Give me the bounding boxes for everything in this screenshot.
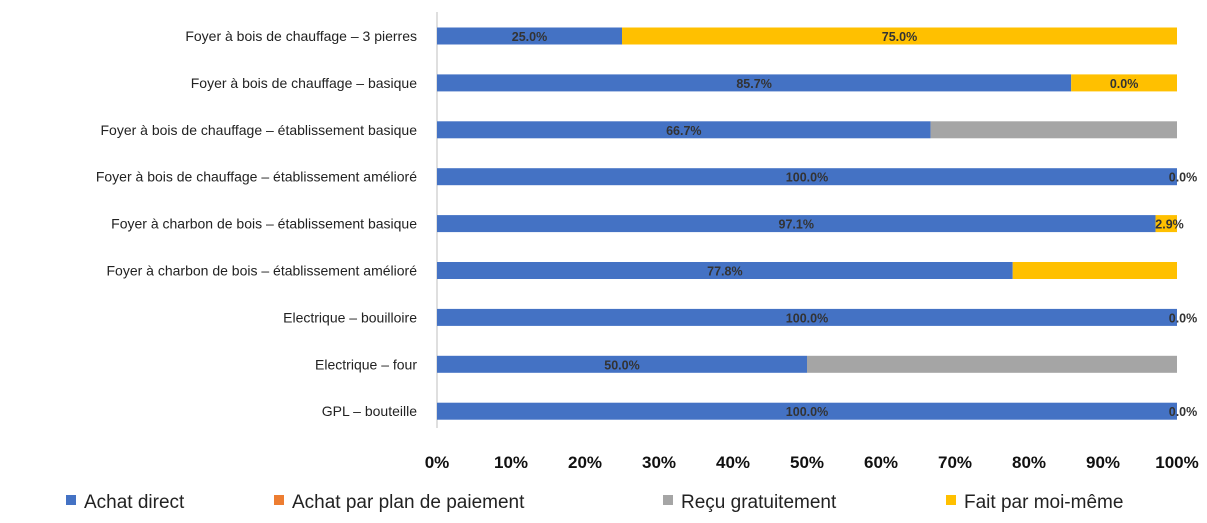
category-label: Foyer à bois de chauffage – établissemen… [96, 169, 417, 185]
x-tick-label: 10% [494, 453, 528, 472]
data-label: 25.0% [512, 30, 547, 44]
bar-segment [437, 74, 1072, 92]
bar-segment [437, 215, 1156, 233]
x-tick-label: 20% [568, 453, 602, 472]
data-label: 2.9% [1155, 218, 1184, 232]
data-label: 100.0% [786, 311, 828, 325]
x-tick-label: 80% [1012, 453, 1046, 472]
x-tick-label: 100% [1155, 453, 1198, 472]
category-label: Foyer à charbon de bois – établissement … [111, 216, 417, 232]
data-label: 50.0% [604, 358, 639, 372]
legend-swatch [66, 495, 76, 505]
bar-segment [622, 27, 1177, 45]
category-label: Electrique – four [315, 356, 417, 372]
category-label: GPL – bouteille [322, 403, 417, 419]
x-tick-label: 30% [642, 453, 676, 472]
legend-label: Achat par plan de paiement [292, 492, 525, 513]
category-label: Foyer à bois de chauffage – basique [191, 75, 417, 91]
x-tick-label: 90% [1086, 453, 1120, 472]
bar-segment [1012, 262, 1177, 279]
legend-swatch [274, 495, 284, 505]
data-label: 77.8% [707, 265, 742, 279]
x-tick-label: 40% [716, 453, 750, 472]
data-label: 66.7% [666, 124, 701, 138]
data-label: 100.0% [786, 171, 828, 185]
bar-segment [1155, 215, 1177, 233]
x-tick-label: 50% [790, 453, 824, 472]
bar-segment [1071, 74, 1177, 92]
bar-segment [437, 402, 1177, 420]
bar-segment [437, 168, 1177, 186]
bar-segment [930, 121, 1177, 139]
x-tick-label: 60% [864, 453, 898, 472]
bar-segment [807, 355, 1177, 373]
data-label: 85.7% [736, 77, 771, 91]
legend-label: Achat direct [84, 492, 185, 513]
data-label: 75.0% [882, 30, 917, 44]
bar-segment [437, 308, 1177, 326]
bar-segment [437, 355, 807, 373]
bar-segment [437, 262, 1013, 279]
x-tick-label: 70% [938, 453, 972, 472]
data-label: 97.1% [779, 218, 814, 232]
category-label: Foyer à bois de chauffage – établissemen… [100, 122, 417, 138]
bar-segment [437, 27, 622, 45]
legend-swatch [946, 495, 956, 505]
data-label: 0.0% [1110, 77, 1139, 91]
legend-swatch [663, 495, 673, 505]
data-label: 0.0% [1169, 171, 1198, 185]
data-label: 0.0% [1169, 405, 1198, 419]
legend-label: Reçu gratuitement [681, 492, 837, 513]
category-label: Foyer à charbon de bois – établissement … [106, 263, 417, 279]
category-label: Electrique – bouilloire [283, 309, 417, 325]
bar-segment [437, 121, 931, 139]
legend-label: Fait par moi-même [964, 492, 1123, 513]
data-label: 100.0% [786, 405, 828, 419]
x-tick-label: 0% [425, 453, 450, 472]
category-label: Foyer à bois de chauffage – 3 pierres [185, 28, 417, 44]
data-label: 0.0% [1169, 311, 1198, 325]
